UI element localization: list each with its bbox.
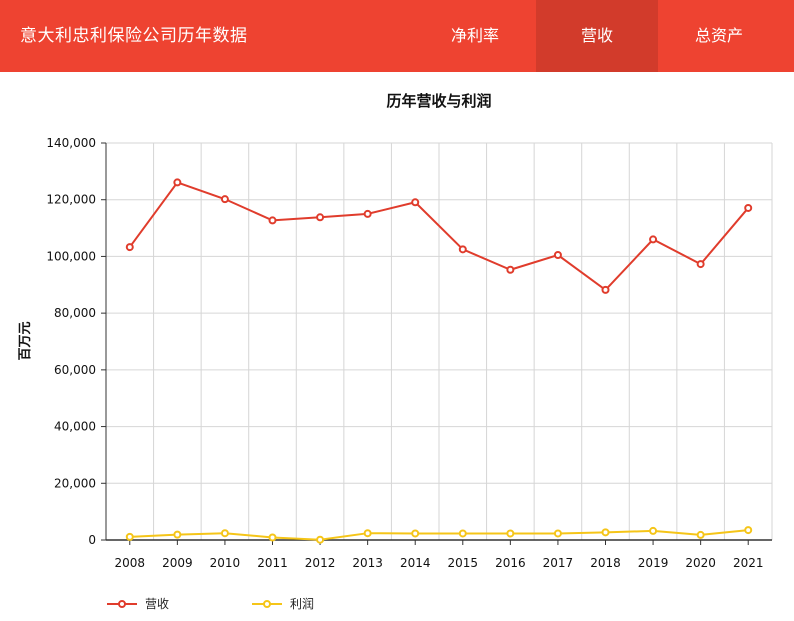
- data-point: [601, 528, 610, 537]
- data-point: [506, 529, 515, 538]
- x-tick-label: 2011: [257, 556, 288, 570]
- series-2: [125, 526, 753, 544]
- legend-item: 营收: [107, 597, 169, 611]
- y-tick-label: 120,000: [46, 193, 96, 207]
- legend: 营收 利润: [107, 597, 314, 611]
- grid-lines: [105, 142, 773, 541]
- data-point: [173, 178, 182, 187]
- series-line: [128, 181, 749, 292]
- data-point: [506, 265, 515, 274]
- legend-marker: [118, 600, 126, 608]
- y-tick-label: 140,000: [46, 136, 96, 150]
- legend-marker: [263, 600, 271, 608]
- legend-label: 利润: [290, 597, 314, 611]
- series-lines: [125, 178, 753, 544]
- data-point: [696, 530, 705, 539]
- app-title: 意大利忠利保险公司历年数据: [20, 26, 248, 46]
- y-axis-ticks: 0 20,000 40,000 60,000 80,000 100,000 120,000 1…: [46, 136, 106, 547]
- data-point: [363, 529, 372, 538]
- chart-area: 历年营收与利润 百万元 0 20,000 40,000 60,000 80,000 100…: [0, 72, 794, 621]
- x-tick-label: 2014: [400, 556, 431, 570]
- x-tick-label: 2016: [495, 556, 526, 570]
- data-point: [458, 245, 467, 254]
- tab-revenue[interactable]: 营收: [536, 0, 658, 72]
- legend-label: 营收: [145, 597, 169, 611]
- y-tick-label: 40,000: [54, 420, 96, 434]
- y-tick-label: 0: [88, 533, 96, 547]
- x-tick-label: 2018: [590, 556, 621, 570]
- x-tick-label: 2021: [733, 556, 764, 570]
- data-point: [744, 526, 753, 535]
- data-point: [553, 529, 562, 538]
- x-tick-label: 2012: [305, 556, 336, 570]
- series-line: [129, 529, 749, 541]
- y-axis-label: 百万元: [18, 321, 33, 360]
- tab-bar: 净利率 营收 总资产: [414, 0, 780, 72]
- data-point: [649, 235, 658, 244]
- data-point: [268, 533, 277, 542]
- legend-item: 利润: [252, 597, 314, 611]
- data-point: [220, 195, 229, 204]
- data-point: [649, 526, 658, 535]
- y-tick-label: 60,000: [54, 363, 96, 377]
- x-tick-label: 2017: [543, 556, 574, 570]
- data-point: [125, 532, 134, 541]
- data-point: [316, 213, 325, 222]
- x-tick-label: 2010: [210, 556, 241, 570]
- x-tick-label: 2019: [638, 556, 669, 570]
- x-tick-label: 2015: [448, 556, 479, 570]
- data-point: [553, 251, 562, 260]
- y-tick-label: 80,000: [54, 306, 96, 320]
- data-point: [268, 216, 277, 225]
- data-point: [696, 260, 705, 269]
- x-tick-label: 2020: [685, 556, 716, 570]
- data-point: [601, 285, 610, 294]
- chart-title: 历年营收与利润: [386, 92, 491, 110]
- x-axis-ticks: 2008 2009 2010 2011 2012 2013 2014 2015 2016 2017…: [115, 540, 764, 570]
- tab-total-assets[interactable]: 总资产: [694, 26, 743, 45]
- y-tick-label: 20,000: [54, 476, 96, 490]
- x-tick-label: 2009: [162, 556, 193, 570]
- data-point: [411, 198, 420, 207]
- tab-net-margin[interactable]: 净利率: [450, 26, 499, 45]
- app-header: 意大利忠利保险公司历年数据 净利率 营收 总资产: [0, 0, 794, 72]
- line-chart: 历年营收与利润 百万元 0 20,000 40,000 60,000 80,000 100…: [18, 92, 773, 611]
- data-point: [363, 209, 372, 218]
- data-point: [458, 529, 467, 538]
- x-tick-label: 2013: [352, 556, 383, 570]
- data-point: [744, 203, 753, 212]
- y-tick-label: 100,000: [46, 249, 96, 263]
- data-point: [316, 535, 325, 544]
- data-point: [125, 243, 134, 252]
- data-point: [220, 529, 229, 538]
- x-tick-label: 2008: [115, 556, 146, 570]
- data-point: [173, 530, 182, 539]
- data-point: [411, 529, 420, 538]
- series-1: [125, 178, 753, 294]
